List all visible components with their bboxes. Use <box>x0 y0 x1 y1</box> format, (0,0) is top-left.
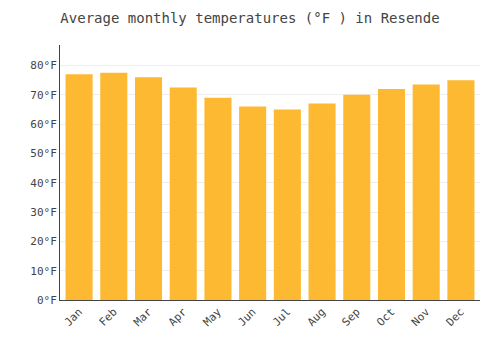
svg-text:40°F: 40°F <box>30 177 57 190</box>
svg-text:Nov: Nov <box>409 305 433 329</box>
svg-text:Jan: Jan <box>62 306 85 329</box>
svg-text:Average monthly temperatures (: Average monthly temperatures (°F ) in Re… <box>60 10 439 26</box>
svg-text:10°F: 10°F <box>30 265 57 278</box>
svg-text:80°F: 80°F <box>30 59 57 72</box>
svg-text:Sep: Sep <box>340 306 363 329</box>
svg-text:Jun: Jun <box>235 306 258 329</box>
svg-text:Jul: Jul <box>270 306 293 329</box>
svg-text:50°F: 50°F <box>30 147 57 160</box>
svg-text:60°F: 60°F <box>30 118 57 131</box>
svg-text:Oct: Oct <box>374 306 397 329</box>
svg-text:30°F: 30°F <box>30 206 57 219</box>
svg-text:20°F: 20°F <box>30 235 57 248</box>
svg-text:May: May <box>201 305 225 329</box>
svg-text:Dec: Dec <box>444 306 467 329</box>
svg-text:Feb: Feb <box>97 306 120 329</box>
svg-text:Aug: Aug <box>305 306 328 329</box>
svg-text:Apr: Apr <box>166 305 190 329</box>
svg-text:Mar: Mar <box>131 305 155 329</box>
svg-text:70°F: 70°F <box>30 89 57 102</box>
svg-text:0°F: 0°F <box>37 294 57 307</box>
